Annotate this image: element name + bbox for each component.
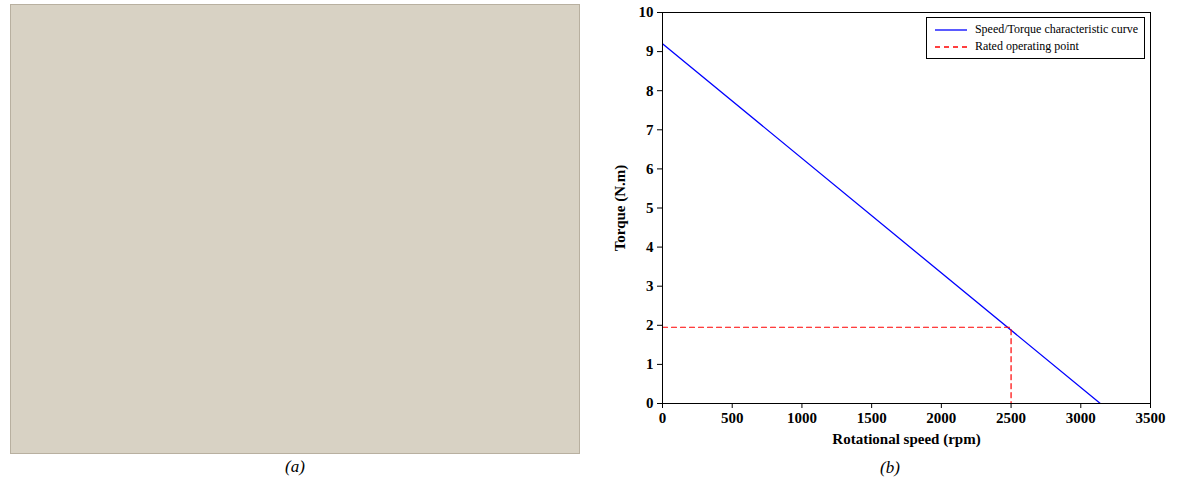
- svg-text:1000: 1000: [787, 410, 817, 426]
- svg-text:0: 0: [659, 410, 667, 426]
- html-text:(b): (b): [880, 458, 900, 477]
- svg-text:2000: 2000: [926, 410, 956, 426]
- html-text:Rated operating point: Rated operating point: [974, 39, 1079, 53]
- svg-text:5: 5: [646, 200, 654, 216]
- svg-text:500: 500: [721, 410, 744, 426]
- svg-text:7: 7: [646, 122, 654, 138]
- html-text:Speed/Torque characteristic cu: Speed/Torque characteristic curve: [974, 22, 1138, 36]
- svg-text:4: 4: [646, 239, 654, 255]
- svg-text:6: 6: [646, 161, 654, 177]
- svg-text:0: 0: [646, 395, 654, 411]
- svg-text:1: 1: [646, 356, 654, 372]
- svg-text:3: 3: [646, 278, 654, 294]
- svg-text:10: 10: [639, 4, 654, 20]
- svg-text:Rotational speed (rpm): Rotational speed (rpm): [832, 431, 980, 448]
- svg-text:2: 2: [646, 317, 654, 333]
- svg-text:8: 8: [646, 83, 654, 99]
- svg-text:9: 9: [646, 43, 654, 59]
- svg-text:3000: 3000: [1066, 410, 1096, 426]
- svg-text:1500: 1500: [857, 410, 887, 426]
- svg-text:3500: 3500: [1136, 410, 1166, 426]
- svg-text:2500: 2500: [996, 410, 1026, 426]
- svg-text:Torque (N.m): Torque (N.m): [612, 165, 629, 252]
- html-text:(a): (a): [285, 457, 305, 476]
